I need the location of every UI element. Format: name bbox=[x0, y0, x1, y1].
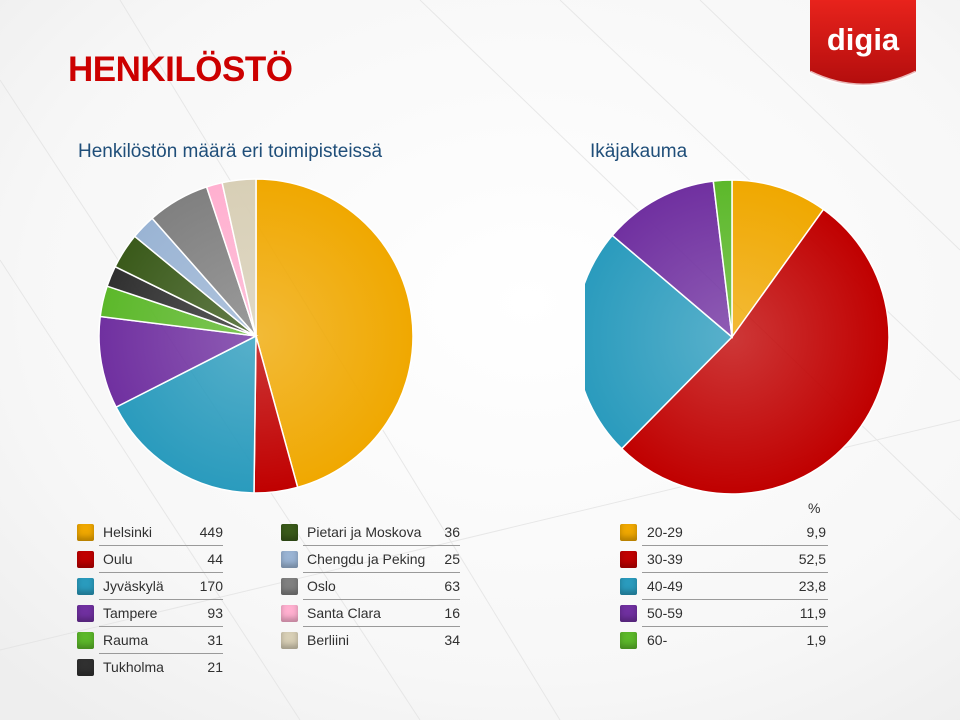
chart-title-locations: Henkilöstön määrä eri toimipisteissä bbox=[78, 141, 383, 162]
legend-separator bbox=[642, 599, 828, 600]
page-title: HENKILÖSTÖ bbox=[68, 50, 293, 89]
locations-legend-item-tampere: Tampere 93 bbox=[77, 603, 227, 625]
chart-title-age: Ikäjakauma bbox=[590, 141, 688, 162]
locations-legend-item-jyvaskyla: Jyväskylä 170 bbox=[77, 576, 227, 598]
locations-pie-chart bbox=[98, 178, 414, 494]
age-legend-item-50-59: 50-59 11,9 bbox=[620, 603, 830, 625]
legend-swatch bbox=[281, 632, 298, 649]
locations-legend-column-1: Helsinki 449 Oulu 44 Jyväskylä 170 Tampere 93 Ra… bbox=[77, 522, 227, 692]
locations-legend-item-oslo: Oslo 63 bbox=[281, 576, 466, 598]
legend-label: Oslo bbox=[307, 578, 336, 594]
legend-label: Tukholma bbox=[103, 659, 164, 675]
age-legend-item-20-29: 20-29 9,9 bbox=[620, 522, 830, 544]
legend-value: 449 bbox=[199, 524, 223, 540]
legend-value: 1,9 bbox=[806, 632, 826, 648]
legend-swatch bbox=[77, 605, 94, 622]
legend-swatch bbox=[77, 659, 94, 676]
legend-swatch bbox=[77, 632, 94, 649]
legend-value: 25 bbox=[444, 551, 460, 567]
legend-separator bbox=[99, 653, 223, 654]
legend-label: Berliini bbox=[307, 632, 350, 648]
legend-label: 60- bbox=[647, 632, 668, 648]
legend-value: 170 bbox=[199, 578, 223, 594]
legend-separator bbox=[303, 599, 460, 600]
svg-text:digia: digia bbox=[827, 22, 900, 57]
age-legend-item-30-39: 30-39 52,5 bbox=[620, 549, 830, 571]
legend-label: Jyväskylä bbox=[103, 578, 164, 594]
legend-separator bbox=[99, 572, 223, 573]
percent-unit-header: % bbox=[808, 500, 821, 516]
legend-swatch bbox=[620, 578, 637, 595]
legend-label: 30-39 bbox=[647, 551, 683, 567]
legend-label: 40-49 bbox=[647, 578, 683, 594]
legend-value: 44 bbox=[207, 551, 223, 567]
legend-swatch bbox=[281, 551, 298, 568]
legend-value: 23,8 bbox=[798, 578, 826, 594]
legend-swatch bbox=[77, 578, 94, 595]
legend-separator bbox=[303, 626, 460, 627]
legend-swatch bbox=[77, 524, 94, 541]
legend-separator bbox=[99, 599, 223, 600]
locations-legend-item-tukholma: Tukholma 21 bbox=[77, 657, 227, 679]
locations-legend-item-rauma: Rauma 31 bbox=[77, 630, 227, 652]
legend-value: 34 bbox=[444, 632, 460, 648]
age-pie-chart bbox=[585, 179, 890, 495]
locations-legend-item-chengdu-ja-peking: Chengdu ja Peking 25 bbox=[281, 549, 466, 571]
legend-value: 9,9 bbox=[806, 524, 826, 540]
age-slice-40-49 bbox=[585, 234, 734, 450]
legend-separator bbox=[303, 572, 460, 573]
legend-separator bbox=[642, 545, 828, 546]
legend-swatch bbox=[620, 551, 637, 568]
age-slice-20-29 bbox=[731, 179, 825, 340]
legend-label: 20-29 bbox=[647, 524, 683, 540]
legend-value: 52,5 bbox=[798, 551, 826, 567]
locations-legend-column-2: Pietari ja Moskova 36 Chengdu ja Peking 25 O… bbox=[281, 522, 466, 662]
age-slice-60 bbox=[712, 179, 733, 338]
legend-value: 31 bbox=[207, 632, 223, 648]
legend-label: Santa Clara bbox=[307, 605, 381, 621]
legend-swatch bbox=[620, 605, 637, 622]
age-legend: 20-29 9,9 30-39 52,5 40-49 23,8 50-59 11,9 60- 1,… bbox=[620, 522, 830, 662]
locations-legend-item-santa-clara: Santa Clara 16 bbox=[281, 603, 466, 625]
locations-slice-tampere bbox=[98, 315, 259, 409]
legend-value: 16 bbox=[444, 605, 460, 621]
legend-value: 63 bbox=[444, 578, 460, 594]
legend-value: 93 bbox=[207, 605, 223, 621]
legend-swatch bbox=[77, 551, 94, 568]
legend-label: Chengdu ja Peking bbox=[307, 551, 426, 567]
age-slice-50-59 bbox=[611, 180, 733, 339]
legend-swatch bbox=[281, 605, 298, 622]
legend-separator bbox=[642, 626, 828, 627]
legend-label: 50-59 bbox=[647, 605, 683, 621]
legend-swatch bbox=[281, 524, 298, 541]
legend-label: Rauma bbox=[103, 632, 149, 648]
legend-separator bbox=[99, 545, 223, 546]
age-legend-item-40-49: 40-49 23,8 bbox=[620, 576, 830, 598]
legend-label: Pietari ja Moskova bbox=[307, 524, 422, 540]
legend-separator bbox=[99, 626, 223, 627]
locations-slice-berliini bbox=[221, 178, 257, 337]
legend-separator bbox=[642, 572, 828, 573]
locations-legend-item-helsinki: Helsinki 449 bbox=[77, 522, 227, 544]
legend-label: Oulu bbox=[103, 551, 133, 567]
age-legend-item-60: 60- 1,9 bbox=[620, 630, 830, 652]
locations-slice-helsinki bbox=[255, 178, 414, 489]
locations-legend-item-oulu: Oulu 44 bbox=[77, 549, 227, 571]
legend-swatch bbox=[620, 632, 637, 649]
locations-legend-item-pietari-ja-moskova: Pietari ja Moskova 36 bbox=[281, 522, 466, 544]
legend-swatch bbox=[620, 524, 637, 541]
digia-logo: digia bbox=[809, 0, 917, 87]
legend-value: 21 bbox=[207, 659, 223, 675]
legend-label: Tampere bbox=[103, 605, 158, 621]
locations-legend-item-berliini: Berliini 34 bbox=[281, 630, 466, 652]
legend-value: 11,9 bbox=[799, 605, 826, 621]
legend-label: Helsinki bbox=[103, 524, 153, 540]
legend-swatch bbox=[281, 578, 298, 595]
age-slice-30-39 bbox=[620, 208, 890, 495]
locations-slice-jyvaskyla bbox=[115, 334, 257, 494]
legend-value: 36 bbox=[444, 524, 460, 540]
legend-separator bbox=[303, 545, 460, 546]
